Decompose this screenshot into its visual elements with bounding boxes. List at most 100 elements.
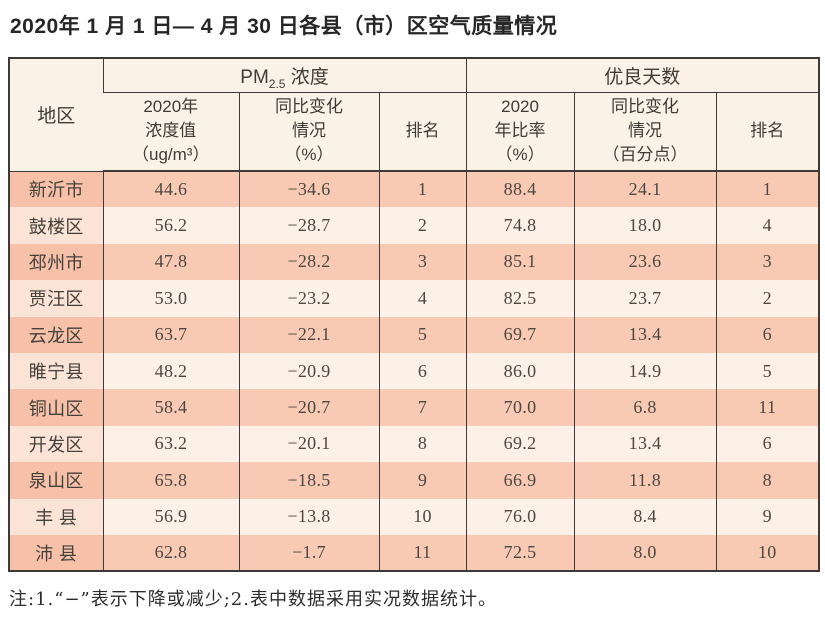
table-row: 丰 县 56.9 −13.8 10 76.0 8.4 9 xyxy=(9,498,820,535)
cell-days_change: 11.8 xyxy=(573,462,717,499)
cell-days_rate: 66.9 xyxy=(465,462,575,499)
cell-days_change: 23.7 xyxy=(573,280,717,317)
cell-days_change: 6.8 xyxy=(573,389,717,426)
cell-region: 鼓楼区 xyxy=(9,207,103,244)
cell-days_change: 13.4 xyxy=(573,316,717,353)
cell-region: 铜山区 xyxy=(9,389,103,426)
cell-pm_change: −28.7 xyxy=(238,207,379,244)
cell-pm_rank: 10 xyxy=(378,498,467,535)
cell-days_change: 24.1 xyxy=(573,171,717,208)
cell-days_change: 14.9 xyxy=(573,352,717,390)
cell-pm_value: 63.2 xyxy=(102,425,239,463)
cell-days_rank: 6 xyxy=(715,425,820,463)
table-body: 新沂市 44.6 −34.6 1 88.4 24.1 1 鼓楼区 56.2 −28.7 2 74.8 1… xyxy=(9,171,820,572)
cell-days_change: 23.6 xyxy=(573,243,717,281)
cell-days_rank: 10 xyxy=(715,534,820,572)
pm25-subscript: 2.5 xyxy=(268,76,286,91)
table-row: 沛 县 62.8 −1.7 11 72.5 8.0 10 xyxy=(9,534,820,572)
cell-pm_value: 47.8 xyxy=(102,243,239,281)
cell-days_rank: 3 xyxy=(715,243,820,281)
cell-pm_change: −1.7 xyxy=(238,534,379,572)
cell-pm_rank: 9 xyxy=(378,462,467,499)
cell-pm_rank: 1 xyxy=(378,171,467,208)
header-pm-rank: 排名 xyxy=(378,92,467,172)
cell-pm_value: 58.4 xyxy=(102,389,239,426)
header-pm25-group: PM2.5 浓度 xyxy=(102,58,467,93)
cell-days_rank: 2 xyxy=(715,280,820,317)
cell-pm_change: −20.1 xyxy=(238,425,379,463)
cell-days_rate: 76.0 xyxy=(465,498,575,535)
cell-pm_change: −22.1 xyxy=(238,316,379,353)
table-row: 云龙区 63.7 −22.1 5 69.7 13.4 6 xyxy=(9,316,820,353)
header-days-rate: 2020 年比率 （%） xyxy=(465,92,575,172)
air-quality-table: 地区 PM2.5 浓度 优良天数 2020年 浓度值 （ug/m³） 同比变化 … xyxy=(8,57,821,573)
header-sub-row: 2020年 浓度值 （ug/m³） 同比变化 情况 （%） 排名 2020 年比… xyxy=(9,92,820,172)
header-good-days-group: 优良天数 xyxy=(465,58,820,93)
cell-pm_value: 62.8 xyxy=(102,534,239,572)
header-region: 地区 xyxy=(9,58,103,172)
cell-region: 云龙区 xyxy=(9,316,103,353)
cell-days_rate: 69.7 xyxy=(465,316,575,353)
table-row: 铜山区 58.4 −20.7 7 70.0 6.8 11 xyxy=(9,389,820,426)
cell-pm_change: −34.6 xyxy=(238,171,379,208)
cell-pm_rank: 7 xyxy=(378,389,467,426)
cell-region: 开发区 xyxy=(9,425,103,463)
table-row: 开发区 63.2 −20.1 8 69.2 13.4 6 xyxy=(9,425,820,463)
cell-pm_value: 53.0 xyxy=(102,280,239,317)
cell-pm_value: 56.9 xyxy=(102,498,239,535)
cell-pm_change: −20.9 xyxy=(238,352,379,390)
table-row: 泉山区 65.8 −18.5 9 66.9 11.8 8 xyxy=(9,462,820,499)
cell-pm_rank: 11 xyxy=(378,534,467,572)
table-row: 贾汪区 53.0 −23.2 4 82.5 23.7 2 xyxy=(9,280,820,317)
cell-pm_rank: 6 xyxy=(378,352,467,390)
header-pm-value: 2020年 浓度值 （ug/m³） xyxy=(103,92,239,172)
cell-days_rank: 4 xyxy=(715,207,820,244)
cell-pm_rank: 3 xyxy=(378,243,467,281)
cell-days_rank: 6 xyxy=(715,316,820,353)
cell-region: 睢宁县 xyxy=(9,352,103,390)
cell-pm_rank: 8 xyxy=(378,425,467,463)
cell-days_rate: 85.1 xyxy=(465,243,575,281)
footnote: 注:1.“−”表示下降或减少;2.表中数据采用实况数据统计。 xyxy=(9,589,497,611)
page-title: 2020年 1 月 1 日— 4 月 30 日各县（市）区空气质量情况 xyxy=(10,15,558,38)
cell-days_rate: 88.4 xyxy=(465,171,575,208)
pm25-label: PM xyxy=(240,66,269,88)
table-row: 睢宁县 48.2 −20.9 6 86.0 14.9 5 xyxy=(9,352,820,390)
cell-region: 丰 县 xyxy=(9,498,103,535)
cell-days_rate: 72.5 xyxy=(465,534,575,572)
cell-days_rank: 5 xyxy=(715,352,820,390)
cell-pm_change: −13.8 xyxy=(238,498,379,535)
cell-days_rate: 82.5 xyxy=(465,280,575,317)
cell-pm_value: 65.8 xyxy=(102,462,239,499)
cell-days_rank: 9 xyxy=(715,498,820,535)
cell-pm_value: 63.7 xyxy=(102,316,239,353)
cell-days_rate: 74.8 xyxy=(465,207,575,244)
cell-pm_rank: 5 xyxy=(378,316,467,353)
cell-days_rank: 8 xyxy=(715,462,820,499)
cell-days_change: 8.4 xyxy=(573,498,717,535)
cell-region: 贾汪区 xyxy=(9,280,103,317)
cell-region: 新沂市 xyxy=(9,171,103,208)
header-pm-change: 同比变化 情况 （%） xyxy=(238,92,379,172)
table-header: 地区 PM2.5 浓度 优良天数 2020年 浓度值 （ug/m³） 同比变化 … xyxy=(9,58,820,172)
cell-pm_value: 44.6 xyxy=(102,171,239,208)
cell-region: 邳州市 xyxy=(9,243,103,281)
cell-region: 泉山区 xyxy=(9,462,103,499)
cell-region: 沛 县 xyxy=(9,534,103,572)
header-group-row: 地区 PM2.5 浓度 优良天数 xyxy=(9,58,820,172)
cell-pm_rank: 4 xyxy=(378,280,467,317)
cell-days_rank: 1 xyxy=(715,171,820,208)
table-row: 邳州市 47.8 −28.2 3 85.1 23.6 3 xyxy=(9,243,820,281)
cell-pm_value: 48.2 xyxy=(102,352,239,390)
header-days-rank: 排名 xyxy=(715,92,820,172)
header-days-change: 同比变化 情况 （百分点） xyxy=(573,92,717,172)
cell-days_change: 8.0 xyxy=(573,534,717,572)
cell-days_rate: 86.0 xyxy=(465,352,575,390)
cell-pm_change: −18.5 xyxy=(238,462,379,499)
pm25-suffix: 浓度 xyxy=(285,66,329,88)
cell-days_change: 13.4 xyxy=(573,425,717,463)
cell-pm_rank: 2 xyxy=(378,207,467,244)
cell-days_rank: 11 xyxy=(715,389,820,426)
cell-days_rate: 70.0 xyxy=(465,389,575,426)
